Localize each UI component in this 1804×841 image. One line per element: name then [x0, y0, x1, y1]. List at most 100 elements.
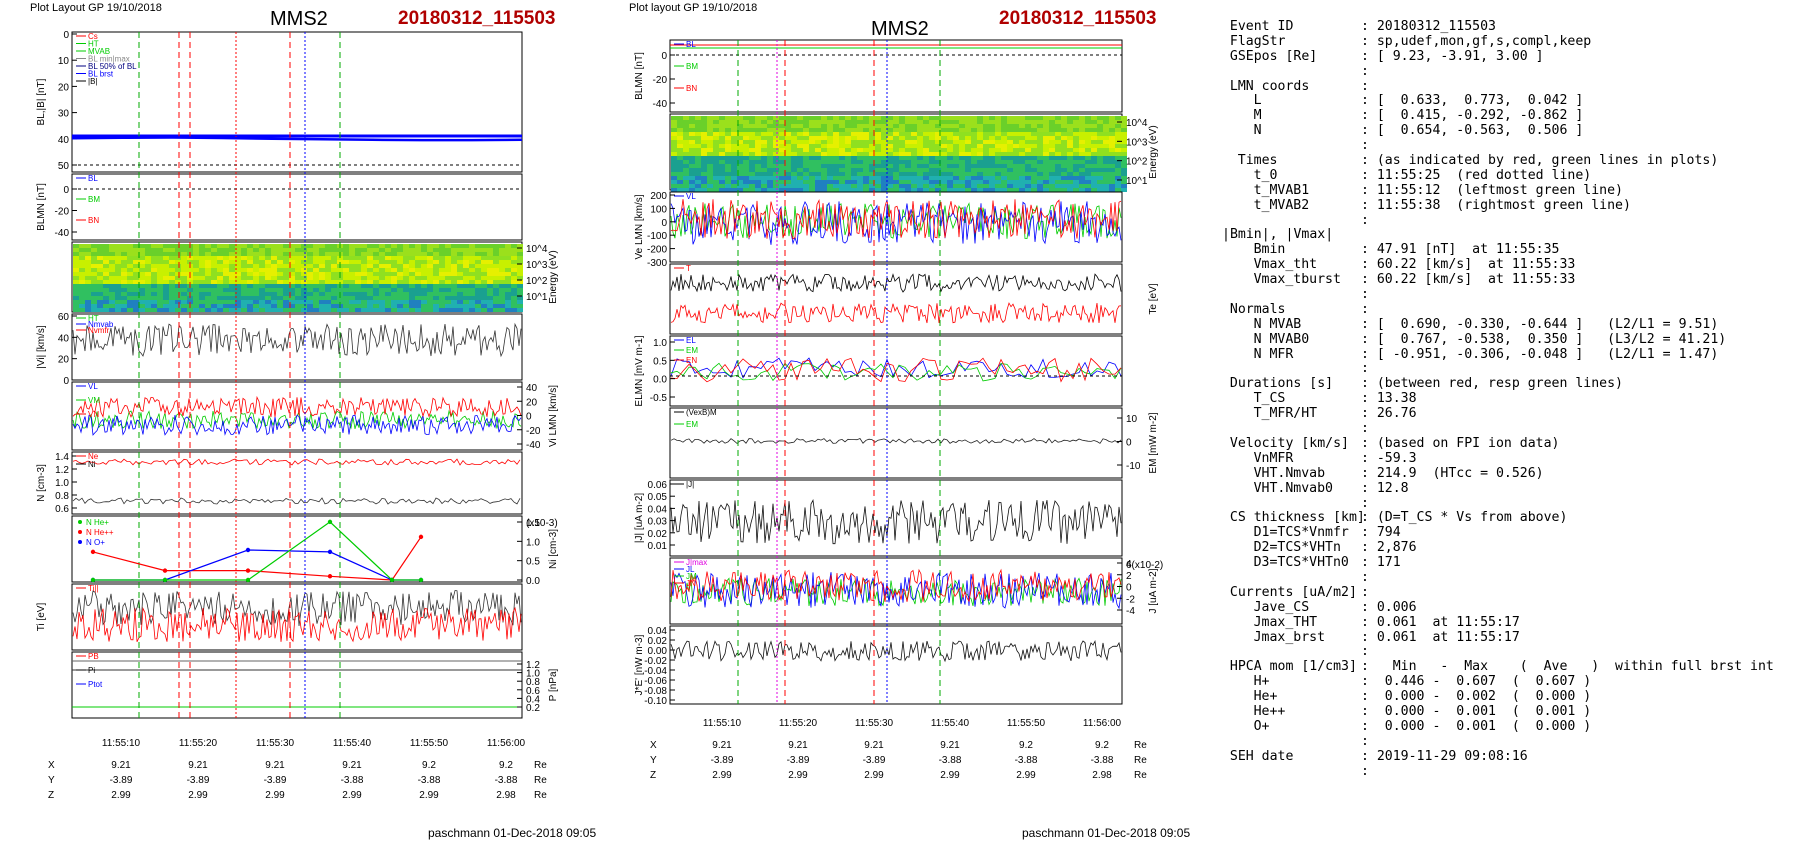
right-footer: paschmann 01-Dec-2018 09:05 — [1022, 826, 1191, 840]
spectrogram-cell — [899, 148, 905, 152]
spectrogram-cell — [385, 248, 391, 252]
spectrogram-cell — [791, 144, 797, 148]
spectrogram-cell — [1031, 116, 1037, 120]
spectrogram-cell — [325, 256, 331, 260]
spectrogram-cell — [271, 248, 277, 252]
spectrogram-cell — [773, 140, 779, 144]
spectrogram-cell — [809, 160, 815, 164]
spectrogram-cell — [953, 116, 959, 120]
spectrogram-cell — [121, 288, 127, 292]
spectrogram-cell — [773, 172, 779, 176]
spectrogram-cell — [259, 296, 265, 300]
spectrogram-cell — [953, 180, 959, 184]
spectrogram-cell — [199, 288, 205, 292]
spectrogram-cell — [1013, 128, 1019, 132]
spectrogram-cell — [851, 176, 857, 180]
spectrogram-cell — [839, 140, 845, 144]
spectrogram-cell — [701, 168, 707, 172]
spectrogram-cell — [923, 156, 929, 160]
spectrogram-cell — [109, 280, 115, 284]
spectrogram-cell — [163, 300, 169, 304]
summary-row: Durations [s]: (between red, resp green … — [1222, 376, 1774, 392]
spectrogram-cell — [193, 292, 199, 296]
spectrogram-cell — [451, 288, 457, 292]
spectrogram-cell — [151, 276, 157, 280]
spectrogram-cell — [145, 288, 151, 292]
spectrogram-cell — [827, 128, 833, 132]
spectrogram-cell — [493, 244, 499, 248]
spectrogram-cell — [1109, 164, 1115, 168]
spectrogram-cell — [1073, 188, 1079, 192]
spectrogram-cell — [145, 248, 151, 252]
spectrogram-cell — [923, 144, 929, 148]
spectrogram-cell — [701, 160, 707, 164]
spectrogram-cell — [671, 144, 677, 148]
spectrogram-cell — [1007, 120, 1013, 124]
spectrogram-cell — [1007, 140, 1013, 144]
spectrogram-cell — [115, 256, 121, 260]
spectrogram-cell — [695, 140, 701, 144]
spectrogram-cell — [827, 140, 833, 144]
position-value: -3.89 — [711, 755, 734, 766]
spectrogram-cell — [361, 304, 367, 308]
spectrogram-cell — [1109, 116, 1115, 120]
spectrogram-cell — [259, 260, 265, 264]
spectrogram-cell — [1115, 152, 1121, 156]
summary-value: : — [1360, 361, 1369, 377]
spectrogram-cell — [1085, 136, 1091, 140]
spectrogram-cell — [1013, 144, 1019, 148]
spectrogram-cell — [427, 304, 433, 308]
spectrogram-cell — [373, 252, 379, 256]
spectrogram-cell — [373, 308, 379, 312]
spectrogram-cell — [313, 300, 319, 304]
spectrogram-cell — [779, 176, 785, 180]
spectrogram-cell — [803, 144, 809, 148]
spectrogram-cell — [911, 132, 917, 136]
spectrogram-cell — [235, 308, 241, 312]
spectrogram-cell — [911, 168, 917, 172]
spectrogram-cell — [1067, 180, 1073, 184]
y-tick-label: -0.06 — [644, 676, 667, 687]
spectrogram-cell — [1103, 152, 1109, 156]
spectrogram-cell — [391, 252, 397, 256]
spectrogram-cell — [857, 160, 863, 164]
spectrogram-cell — [935, 120, 941, 124]
spectrogram-cell — [103, 296, 109, 300]
spectrogram-cell — [127, 244, 133, 248]
spectrogram-cell — [409, 260, 415, 264]
spectrogram-cell — [779, 144, 785, 148]
spectrogram-cell — [1067, 164, 1073, 168]
spectrogram-cell — [929, 132, 935, 136]
spectrogram-cell — [493, 304, 499, 308]
spectrogram-cell — [845, 148, 851, 152]
spectrogram-cell — [199, 304, 205, 308]
spectrogram-cell — [301, 256, 307, 260]
spectrogram-cell — [755, 180, 761, 184]
spectrogram-cell — [1067, 172, 1073, 176]
panel-frame — [669, 625, 1123, 705]
spectrogram-cell — [241, 264, 247, 268]
spectrogram-cell — [953, 144, 959, 148]
spectrogram-cell — [839, 132, 845, 136]
spectrogram-cell — [1085, 124, 1091, 128]
spectrogram-cell — [427, 260, 433, 264]
spectrogram-cell — [1007, 168, 1013, 172]
spectrogram-cell — [887, 184, 893, 188]
spectrogram-cell — [689, 168, 695, 172]
position-value: -3.89 — [187, 775, 210, 786]
spectrogram-cell — [421, 272, 427, 276]
summary-row: LMN coords: — [1222, 79, 1774, 95]
summary-key: CS thickness [km] — [1229, 510, 1365, 526]
spectrogram-cell — [175, 256, 181, 260]
spectrogram-cell — [475, 268, 481, 272]
spectrogram-cell — [1037, 180, 1043, 184]
spectrogram-cell — [397, 300, 403, 304]
spectrogram-cell — [433, 308, 439, 312]
spectrogram-cell — [887, 120, 893, 124]
spectrogram-cell — [767, 136, 773, 140]
spectrogram-cell — [815, 124, 821, 128]
summary-key: t_MVAB1 — [1253, 182, 1310, 198]
spectrogram-cell — [713, 160, 719, 164]
spectrogram-cell — [707, 124, 713, 128]
spectrogram-cell — [415, 272, 421, 276]
